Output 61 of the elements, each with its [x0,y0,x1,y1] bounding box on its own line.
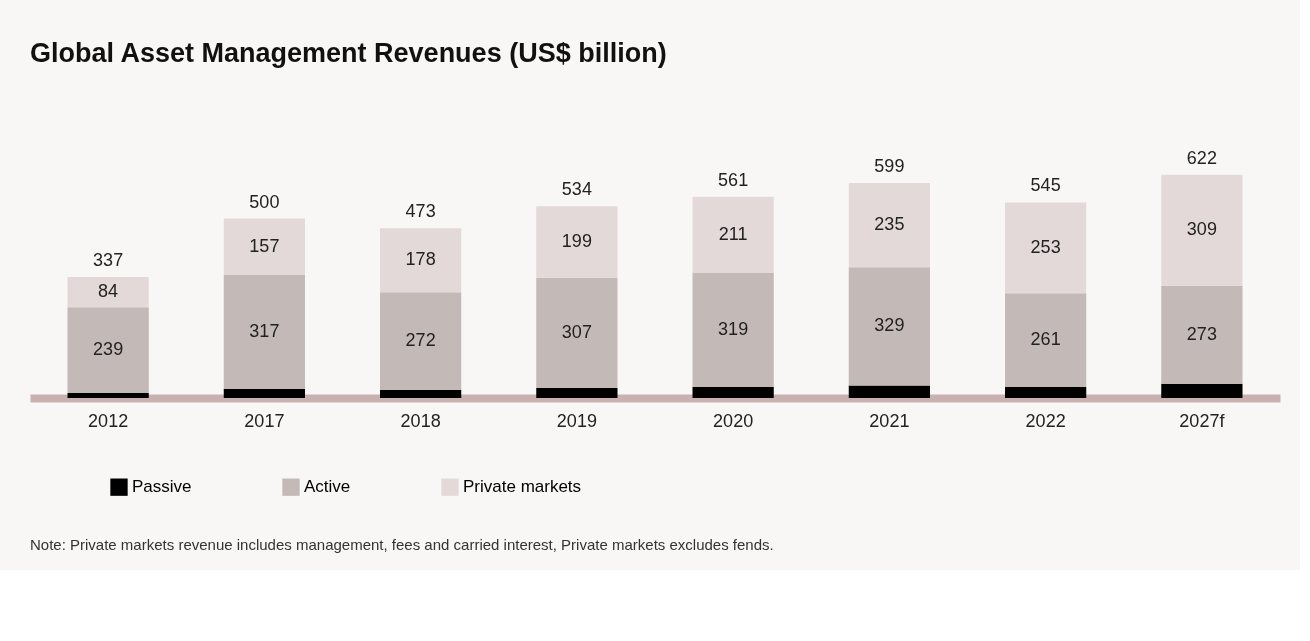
bar [1161,383,1243,398]
data-label: 253 [1030,236,1061,257]
total-label: 599 [874,156,905,177]
data-label: 319 [718,318,749,339]
bar [223,274,305,389]
data-label: 235 [874,214,905,235]
x-tick-label: 2021 [869,410,910,431]
x-tick-label: 2020 [713,410,754,431]
total-label: 473 [405,201,436,222]
bar [380,292,462,390]
bar [380,228,462,293]
bar [67,277,149,308]
data-label: 157 [249,235,280,256]
bar [1005,386,1087,398]
x-tick-label: 2017 [244,410,285,431]
total-label: 337 [93,250,124,271]
bar [848,267,930,386]
bar [223,388,305,398]
data-label: 178 [405,249,436,270]
bar [848,183,930,268]
x-tick-label: 2019 [556,410,597,431]
x-tick-label: 2018 [400,410,441,431]
bar [1161,174,1243,286]
data-label: 261 [1030,329,1061,350]
bar [692,386,774,398]
bar [223,218,305,275]
data-label: 272 [405,329,436,350]
bar [1005,293,1087,387]
bar [67,307,149,393]
legend-label: Active [304,477,351,497]
x-tick-label: 2022 [1025,410,1066,431]
data-label: 309 [1186,219,1217,240]
total-label: 622 [1186,147,1217,168]
bar [1161,285,1243,384]
bar [536,387,618,398]
data-label: 199 [561,231,592,252]
chart-title: Global Asset Management Revenues (US$ billion) [30,38,667,68]
bar [380,389,462,398]
total-label: 534 [561,179,592,200]
total-label: 500 [249,191,280,212]
data-label: 239 [93,339,124,360]
bar [536,206,618,278]
data-label: 273 [1186,323,1217,344]
total-label: 561 [718,169,749,190]
legend-label: Private markets [463,477,582,497]
bar [692,196,774,273]
legend-label: Passive [132,477,192,497]
data-label: 84 [98,281,119,302]
data-label: 329 [874,315,905,336]
bar [692,272,774,387]
bar [1005,202,1087,294]
data-label: 307 [561,321,592,342]
data-label: 211 [718,223,748,244]
total-label: 545 [1030,175,1061,196]
bar [67,392,149,398]
x-tick-label: 2027f [1179,410,1226,431]
x-tick-label: 2012 [88,410,129,431]
bar [848,385,930,398]
bar [536,277,618,388]
data-label: 317 [249,320,280,341]
text: Note: Private markets revenue includes management, fees and carried interest, Private markets excludes fends. [30,536,774,553]
